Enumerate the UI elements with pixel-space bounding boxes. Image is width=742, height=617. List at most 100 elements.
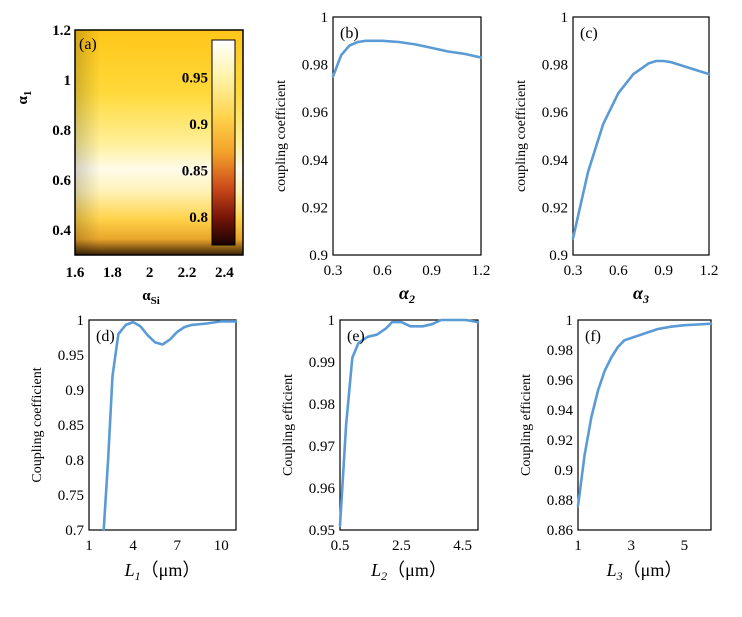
x-tick-label: 0.9 — [654, 263, 673, 279]
x-tick-label: 1 — [85, 538, 93, 554]
x-tick-label: 1.2 — [700, 263, 719, 279]
chart-panel-f: 1 3 5 0.86 0.88 0.9 0.92 0.94 0.96 0.98 1 (f) Coupli… — [519, 313, 713, 583]
plot-frame — [577, 319, 712, 531]
colorbar-tick-label: 0.9 — [189, 117, 208, 133]
y-tick-label: 0.9 — [309, 248, 328, 264]
y-tick-label: 0.75 — [58, 488, 84, 504]
x-axis-label-main: L — [370, 560, 381, 580]
y-tick-label: 0.98 — [302, 58, 328, 74]
x-axis-label-sub: 1 — [135, 569, 141, 583]
y-tick-label: 1 — [566, 313, 574, 329]
colorbar-tick-label: 0.85 — [182, 163, 208, 179]
y-tick-label: 0.96 — [547, 373, 574, 389]
y-tick-label: 0.98 — [547, 343, 573, 359]
colorbar-tick-label: 0.95 — [182, 70, 208, 86]
colorbar-tick-label: 0.8 — [189, 210, 208, 226]
y-tick-label: 1 — [321, 10, 329, 26]
series-line — [576, 322, 713, 508]
chart-panel-b: 0.3 0.6 0.9 1.2 0.9 0.92 0.94 0.96 0.98 1 (b) coupl… — [274, 10, 490, 306]
y-axis-label-sub: 1 — [22, 91, 34, 97]
y-tick-label: 0.94 — [302, 153, 329, 169]
y-tick-label: 0.94 — [542, 153, 569, 169]
chart-panel-e: 0.5 2.5 4.5 0.95 0.96 0.97 0.98 0.99 1 (e) Couplin… — [281, 313, 480, 583]
x-tick-label: 2.5 — [392, 538, 411, 554]
x-tick-label: 7 — [173, 538, 181, 554]
chart-panel-a: 0.8 0.85 0.9 0.95 1.6 1.8 2 2.2 2.4 0.4 0.6 0.8 1 1.2… — [15, 23, 244, 307]
x-tick-label: 0.3 — [324, 263, 343, 279]
y-axis-label: coupling coefficient — [274, 80, 289, 192]
y-tick-label: 0.95 — [58, 348, 84, 364]
x-axis-label-sub: Si — [151, 295, 160, 307]
y-tick-label: 0.99 — [309, 355, 335, 371]
series-line — [102, 320, 238, 532]
x-axis-label: α3 — [633, 283, 649, 306]
x-tick-label: 2 — [146, 265, 154, 281]
y-tick-label: 0.9 — [549, 248, 568, 264]
plot-frame — [572, 16, 710, 256]
plot-frame — [88, 319, 237, 531]
y-tick-label: 1 — [77, 313, 85, 329]
x-axis-label-unit: （μm） — [623, 560, 683, 580]
y-tick-label: 0.98 — [542, 58, 568, 74]
x-axis-label-sub: 3 — [642, 292, 649, 306]
x-tick-label: 1 — [574, 538, 582, 554]
panel-label: (d) — [96, 328, 115, 345]
x-tick-label: 4.5 — [453, 538, 472, 554]
y-tick-label: 0.98 — [309, 397, 335, 413]
x-axis-label-main: α — [142, 288, 151, 304]
y-axis-label: Coupling efficient — [281, 374, 296, 476]
x-axis-label-main: L — [606, 560, 617, 580]
y-tick-label: 1 — [328, 313, 336, 329]
y-tick-label: 0.97 — [309, 439, 336, 455]
y-tick-label: 0.96 — [542, 105, 569, 121]
panel-label: (c) — [580, 25, 598, 42]
y-tick-label: 0.94 — [547, 403, 574, 419]
x-tick-label: 10 — [214, 538, 229, 554]
y-tick-label: 0.96 — [309, 481, 336, 497]
y-tick-label: 0.92 — [547, 433, 573, 449]
x-tick-label: 0.3 — [564, 263, 583, 279]
y-tick-label: 0.8 — [65, 453, 84, 469]
x-tick-label: 0.6 — [373, 263, 392, 279]
x-tick-label: 2.2 — [178, 265, 197, 281]
x-tick-label: 4 — [129, 538, 137, 554]
panel-label: (e) — [347, 328, 365, 345]
y-axis-label: coupling coefficient — [514, 80, 529, 192]
y-tick-label: 1 — [64, 73, 72, 89]
plot-frame — [332, 16, 482, 256]
y-tick-label: 0.92 — [542, 200, 568, 216]
x-axis-label: L3（μm） — [606, 560, 683, 583]
x-tick-label: 3 — [627, 538, 635, 554]
panel-label: (b) — [340, 25, 359, 42]
panel-label: (a) — [79, 36, 97, 53]
y-tick-label: 0.96 — [302, 105, 329, 121]
y-axis-label: Coupling efficient — [519, 374, 534, 476]
x-axis-label: L2（μm） — [370, 560, 447, 583]
x-tick-label: 0.6 — [609, 263, 628, 279]
x-axis-label-unit: （μm） — [387, 560, 447, 580]
x-axis-label-sub: 2 — [408, 292, 415, 306]
y-tick-label: 0.9 — [554, 463, 573, 479]
y-tick-label: 1.2 — [52, 23, 71, 39]
y-tick-label: 0.9 — [65, 383, 84, 399]
x-tick-label: 1.8 — [103, 265, 122, 281]
colorbar — [211, 39, 236, 246]
x-tick-label: 0.5 — [331, 538, 350, 554]
x-axis-label-main: L — [124, 560, 135, 580]
x-tick-label: 2.4 — [215, 265, 234, 281]
y-tick-label: 0.86 — [547, 523, 574, 539]
panel-label: (f) — [585, 328, 601, 345]
x-axis-label-main: α — [399, 283, 410, 303]
y-tick-label: 0.85 — [58, 418, 84, 434]
y-tick-label: 0.8 — [52, 123, 71, 139]
y-tick-label: 0.7 — [65, 523, 84, 539]
series-line — [331, 39, 483, 78]
x-axis-label-sub: 2 — [381, 569, 387, 583]
x-axis-label: α2 — [399, 283, 415, 306]
y-tick-label: 0.6 — [52, 173, 71, 189]
plot-frame — [339, 319, 479, 531]
series-line — [338, 318, 480, 528]
y-tick-label: 0.88 — [547, 493, 573, 509]
x-tick-label: 1.2 — [472, 263, 491, 279]
x-axis-label: αSi — [142, 288, 160, 307]
